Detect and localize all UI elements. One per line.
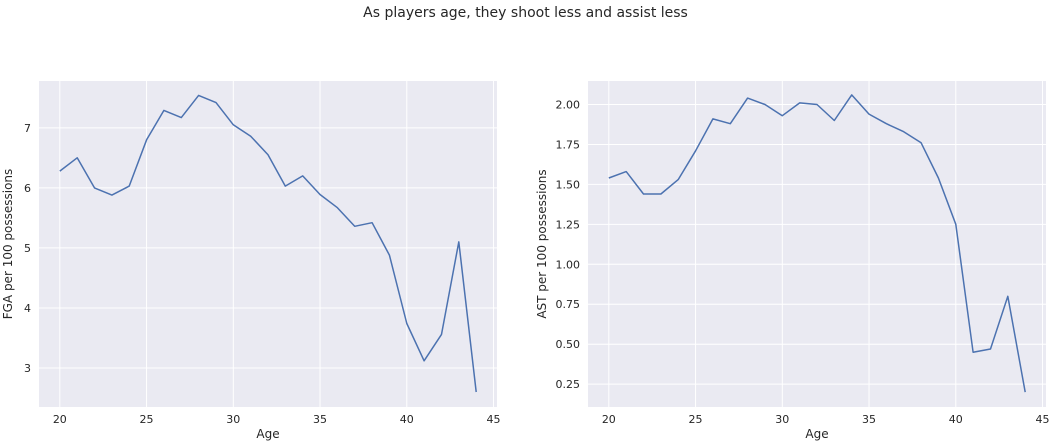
y-tick-label: 6 bbox=[24, 182, 31, 195]
series-line bbox=[608, 94, 1026, 393]
x-tick-label: 45 bbox=[1036, 413, 1050, 426]
y-tick-label: 5 bbox=[24, 242, 31, 255]
data-point bbox=[816, 103, 819, 106]
y-tick-label: 7 bbox=[24, 122, 31, 135]
data-point bbox=[405, 322, 408, 325]
data-point bbox=[110, 194, 113, 197]
data-point bbox=[93, 186, 96, 189]
y-axis-label: AST per 100 possessions bbox=[535, 169, 549, 318]
data-point bbox=[972, 351, 975, 354]
y-tick-label: 1.00 bbox=[556, 258, 581, 271]
data-point bbox=[162, 109, 165, 112]
data-point bbox=[1006, 295, 1009, 298]
data-point bbox=[301, 174, 304, 177]
y-axis-label: FGA per 100 possessions bbox=[1, 169, 15, 320]
data-point bbox=[353, 225, 356, 228]
x-tick-label: 45 bbox=[487, 413, 501, 426]
data-point bbox=[1024, 391, 1027, 394]
data-point bbox=[214, 101, 217, 104]
data-point bbox=[457, 240, 460, 243]
data-point bbox=[729, 122, 732, 125]
data-point bbox=[371, 221, 374, 224]
x-tick-label: 40 bbox=[400, 413, 414, 426]
figure-title: As players age, they shoot less and assi… bbox=[363, 5, 688, 21]
y-tick-label: 1.25 bbox=[556, 218, 581, 231]
data-point bbox=[798, 101, 801, 104]
data-point bbox=[833, 119, 836, 122]
data-point bbox=[746, 97, 749, 100]
x-tick-label: 25 bbox=[140, 413, 154, 426]
y-tick-label: 0.50 bbox=[556, 338, 581, 351]
y-tick-label: 0.25 bbox=[556, 378, 581, 391]
data-point bbox=[902, 130, 905, 133]
data-point bbox=[284, 185, 287, 188]
x-tick-label: 20 bbox=[53, 413, 67, 426]
data-point bbox=[388, 254, 391, 257]
series-line bbox=[59, 94, 477, 393]
plot-area bbox=[588, 81, 1046, 407]
x-tick-label: 20 bbox=[602, 413, 616, 426]
data-point bbox=[440, 333, 443, 336]
data-point bbox=[145, 138, 148, 141]
data-point bbox=[954, 223, 957, 226]
data-point bbox=[694, 149, 697, 152]
data-point bbox=[197, 94, 200, 97]
data-point bbox=[267, 153, 270, 156]
y-tick-label: 4 bbox=[24, 302, 31, 315]
data-point bbox=[475, 390, 478, 393]
x-axis-label: Age bbox=[805, 427, 828, 441]
y-tick-label: 2.00 bbox=[556, 98, 581, 111]
data-point bbox=[937, 177, 940, 180]
data-point bbox=[319, 193, 322, 196]
data-point bbox=[781, 114, 784, 117]
data-point bbox=[128, 185, 131, 188]
x-tick-label: 40 bbox=[949, 413, 963, 426]
data-point bbox=[850, 93, 853, 96]
data-point bbox=[232, 123, 235, 126]
x-tick-label: 30 bbox=[226, 413, 240, 426]
x-axis-label: Age bbox=[256, 427, 279, 441]
data-point bbox=[249, 135, 252, 138]
data-point bbox=[885, 122, 888, 125]
data-point bbox=[868, 113, 871, 116]
data-point bbox=[607, 177, 610, 180]
data-point bbox=[76, 156, 79, 159]
x-tick-label: 25 bbox=[689, 413, 703, 426]
data-point bbox=[677, 178, 680, 181]
data-point bbox=[180, 116, 183, 119]
data-point bbox=[336, 206, 339, 209]
data-point bbox=[763, 103, 766, 106]
y-tick-label: 0.75 bbox=[556, 298, 581, 311]
plot-area bbox=[39, 81, 497, 407]
chart-panel-2: 20 25 30 35 40 45 0.25 0.50 0.75 1.00 1.25 1.50 1.75… bbox=[535, 81, 1050, 441]
y-tick-label: 1.50 bbox=[556, 178, 581, 191]
y-tick-label: 3 bbox=[24, 362, 31, 375]
data-point bbox=[642, 192, 645, 195]
y-tick-label: 1.75 bbox=[556, 138, 581, 151]
x-tick-label: 35 bbox=[862, 413, 876, 426]
data-point bbox=[58, 170, 61, 173]
data-point bbox=[625, 170, 628, 173]
data-point bbox=[659, 192, 662, 195]
data-point bbox=[989, 347, 992, 350]
x-tick-label: 35 bbox=[313, 413, 327, 426]
x-tick-label: 30 bbox=[775, 413, 789, 426]
data-point bbox=[920, 141, 923, 144]
data-point bbox=[711, 117, 714, 120]
data-point bbox=[423, 359, 426, 362]
